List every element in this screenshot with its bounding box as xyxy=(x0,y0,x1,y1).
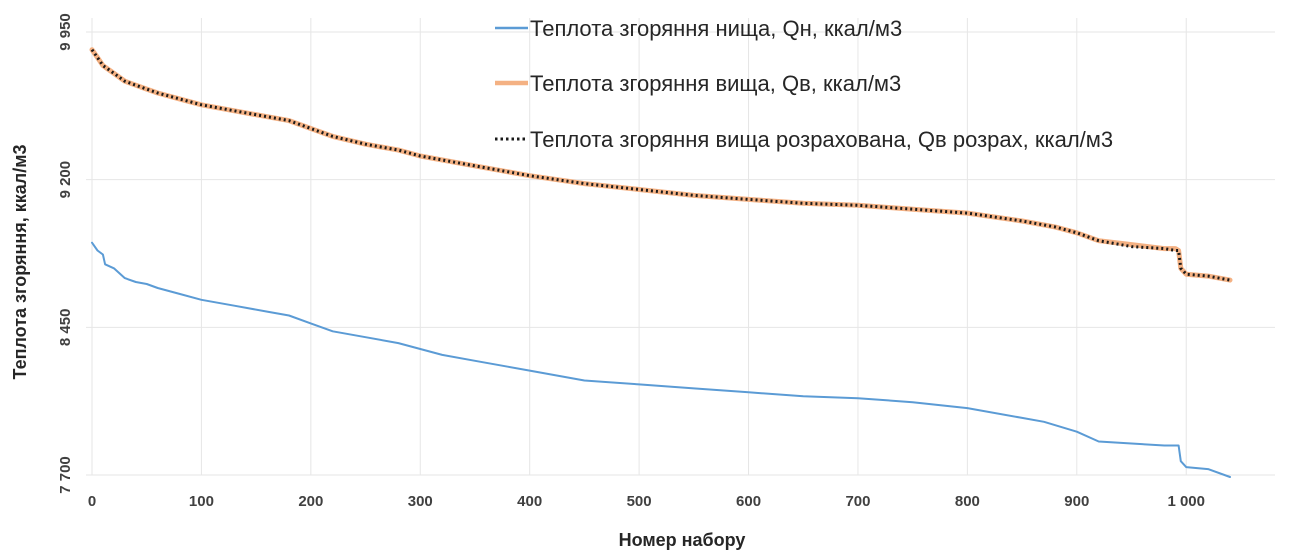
x-tick-label: 700 xyxy=(845,493,870,510)
y-axis-title: Теплота згоряння, ккал/м3 xyxy=(10,144,30,379)
legend-entry-qv-calc: Теплота згоряння вища розрахована, Qв ро… xyxy=(495,127,1113,152)
y-tick-label: 9 950 xyxy=(57,13,74,51)
series-line-1 xyxy=(91,241,1231,478)
x-axis-title: Номер набору xyxy=(619,530,746,550)
x-tick-label: 1 000 xyxy=(1167,493,1205,510)
y-tick-label: 9 200 xyxy=(57,161,74,199)
y-tick-label: 8 450 xyxy=(57,309,74,347)
x-tick-label: 100 xyxy=(189,493,214,510)
x-tick-label: 800 xyxy=(955,493,980,510)
legend-label-qn: Теплота згоряння нища, Qн, ккал/м3 xyxy=(530,16,902,41)
x-axis-ticks: 0 100 200 300 400 500 600 700 800 900 1 000 xyxy=(88,493,1205,510)
gridlines xyxy=(86,18,1275,476)
legend-label-qv-calc: Теплота згоряння вища розрахована, Qв ро… xyxy=(530,127,1113,152)
x-tick-label: 900 xyxy=(1064,493,1089,510)
x-tick-label: 600 xyxy=(736,493,761,510)
y-tick-label: 7 700 xyxy=(57,456,74,494)
x-tick-label: 400 xyxy=(517,493,542,510)
legend: Теплота згоряння нища, Qн, ккал/м3 Тепло… xyxy=(495,16,1113,152)
x-tick-label: 0 xyxy=(88,493,96,510)
legend-label-qv: Теплота згоряння вища, Qв, ккал/м3 xyxy=(530,71,901,96)
x-tick-label: 500 xyxy=(627,493,652,510)
series-line-3 xyxy=(90,48,1231,282)
legend-entry-qn: Теплота згоряння нища, Qн, ккал/м3 xyxy=(495,16,902,41)
plot-area xyxy=(89,47,1233,478)
x-tick-label: 300 xyxy=(408,493,433,510)
y-axis-ticks: 7 700 8 450 9 200 9 950 xyxy=(57,13,74,494)
x-tick-label: 200 xyxy=(298,493,323,510)
legend-entry-qv: Теплота згоряння вища, Qв, ккал/м3 xyxy=(495,71,901,96)
